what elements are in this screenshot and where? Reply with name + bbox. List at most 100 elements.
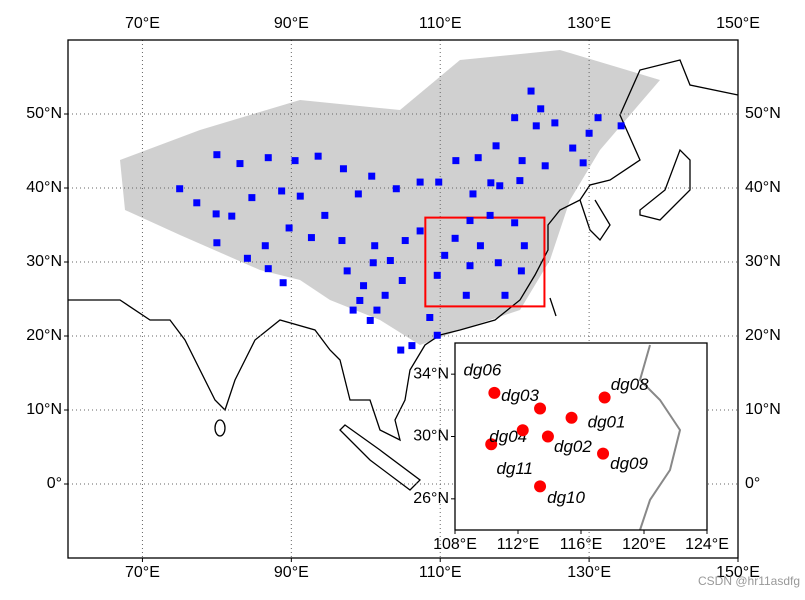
station bbox=[360, 282, 368, 290]
coast-east bbox=[68, 59, 739, 442]
station bbox=[594, 114, 602, 122]
x-tick-label-top: 150°E bbox=[716, 15, 760, 32]
station bbox=[474, 154, 482, 162]
coast-korea bbox=[579, 199, 611, 242]
station bbox=[213, 151, 221, 159]
station bbox=[368, 172, 376, 180]
station bbox=[236, 160, 244, 168]
y-tick-label: 40°N bbox=[26, 179, 62, 196]
x-tick-label: 70°E bbox=[125, 564, 160, 581]
station bbox=[213, 239, 221, 247]
station bbox=[264, 154, 272, 162]
station bbox=[537, 105, 545, 113]
y-tick-label-right: 10°N bbox=[745, 401, 781, 418]
station bbox=[518, 157, 526, 165]
station bbox=[569, 144, 577, 152]
site-label: dg11 bbox=[496, 459, 533, 478]
site-label: dg03 bbox=[501, 386, 539, 405]
station bbox=[296, 192, 304, 200]
station bbox=[356, 296, 364, 304]
site-label: dg08 bbox=[611, 375, 649, 394]
station bbox=[248, 194, 256, 202]
station bbox=[193, 199, 201, 207]
site bbox=[534, 402, 547, 415]
coast-japan bbox=[639, 148, 691, 221]
x-tick-label: 112°E bbox=[497, 536, 540, 553]
station bbox=[617, 122, 625, 130]
station bbox=[433, 331, 441, 339]
station bbox=[416, 227, 424, 235]
x-tick-label-top: 90°E bbox=[274, 15, 309, 32]
station bbox=[435, 178, 443, 186]
x-tick-label: 124°E bbox=[685, 536, 729, 553]
station bbox=[496, 182, 504, 190]
station bbox=[381, 291, 389, 299]
y-tick-label: 34°N bbox=[413, 365, 449, 382]
station bbox=[466, 262, 474, 270]
coast-srilanka bbox=[214, 419, 226, 437]
x-tick-label: 110°E bbox=[419, 564, 462, 581]
station bbox=[494, 259, 502, 267]
site-label: dg10 bbox=[547, 488, 585, 507]
axes-frame bbox=[454, 342, 708, 531]
station bbox=[516, 177, 524, 185]
site bbox=[534, 480, 547, 493]
station bbox=[401, 237, 409, 245]
inset-map: 108°E 112°E 116°E 120°E 124°E 26°N 30°N 34°N dg0… bbox=[413, 342, 729, 553]
y-tick-label-right: 20°N bbox=[745, 327, 781, 344]
station bbox=[339, 165, 347, 173]
station bbox=[511, 114, 519, 122]
station bbox=[392, 185, 400, 193]
station bbox=[228, 212, 236, 220]
station bbox=[532, 122, 540, 130]
x-tick-label: 150°E bbox=[716, 564, 760, 581]
inset-coastline bbox=[638, 344, 682, 531]
station bbox=[398, 277, 406, 284]
station bbox=[469, 190, 477, 198]
station bbox=[451, 234, 459, 242]
station bbox=[579, 159, 587, 167]
site bbox=[565, 411, 578, 424]
y-tick-label: 30°N bbox=[26, 253, 62, 270]
inset-background bbox=[455, 343, 707, 530]
coast-taiwan bbox=[549, 297, 557, 317]
site bbox=[485, 438, 498, 451]
station bbox=[551, 119, 559, 127]
station bbox=[338, 237, 346, 245]
y-tick-label-right: 50°N bbox=[745, 105, 781, 122]
trajectory-fan bbox=[120, 50, 660, 345]
station bbox=[541, 162, 549, 170]
site bbox=[598, 391, 611, 404]
watermark: CSDN @hr11asdfg bbox=[698, 574, 800, 588]
station bbox=[343, 267, 351, 275]
station bbox=[354, 190, 362, 198]
station bbox=[261, 242, 269, 250]
station bbox=[476, 242, 484, 250]
x-tick-label-top: 130°E bbox=[567, 15, 611, 32]
y-tick-label: 0° bbox=[47, 475, 62, 492]
station bbox=[487, 179, 495, 187]
y-tick-label: 26°N bbox=[413, 490, 449, 507]
station bbox=[212, 210, 220, 218]
y-tick-label-right: 40°N bbox=[745, 179, 781, 196]
station bbox=[279, 279, 287, 287]
station bbox=[349, 306, 357, 314]
site-label: dg09 bbox=[610, 454, 648, 473]
x-tick-label: 120°E bbox=[622, 536, 666, 553]
station bbox=[176, 185, 184, 193]
station bbox=[408, 342, 416, 350]
site bbox=[541, 430, 554, 443]
station bbox=[520, 242, 528, 250]
station bbox=[452, 157, 460, 165]
station bbox=[373, 306, 381, 314]
station bbox=[369, 259, 377, 267]
station bbox=[527, 87, 535, 95]
station bbox=[585, 129, 593, 137]
station bbox=[486, 211, 494, 219]
axes-frame bbox=[67, 39, 739, 559]
station bbox=[397, 346, 405, 354]
station bbox=[371, 242, 379, 250]
station bbox=[386, 257, 394, 265]
